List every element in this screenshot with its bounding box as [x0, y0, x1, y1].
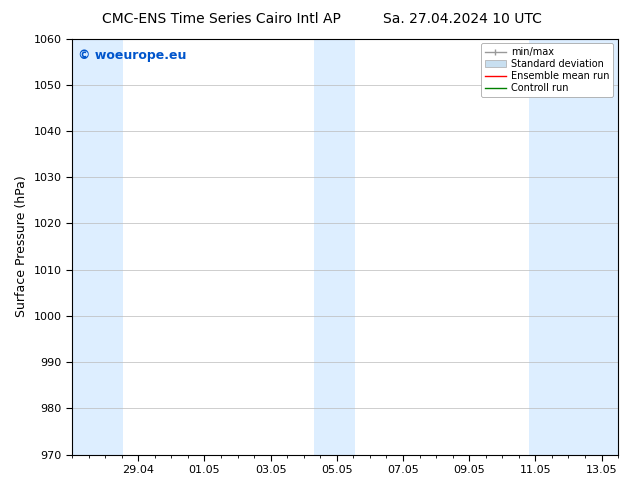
Text: © woeurope.eu: © woeurope.eu [77, 49, 186, 62]
Bar [328, 39, 355, 455]
Bar [529, 39, 618, 455]
Legend: min/max, Standard deviation, Ensemble mean run, Controll run: min/max, Standard deviation, Ensemble me… [481, 44, 613, 97]
Text: Sa. 27.04.2024 10 UTC: Sa. 27.04.2024 10 UTC [384, 12, 542, 26]
Y-axis label: Surface Pressure (hPa): Surface Pressure (hPa) [15, 176, 28, 318]
Bar [72, 39, 124, 455]
Text: CMC-ENS Time Series Cairo Intl AP: CMC-ENS Time Series Cairo Intl AP [103, 12, 341, 26]
Bar [314, 39, 328, 455]
